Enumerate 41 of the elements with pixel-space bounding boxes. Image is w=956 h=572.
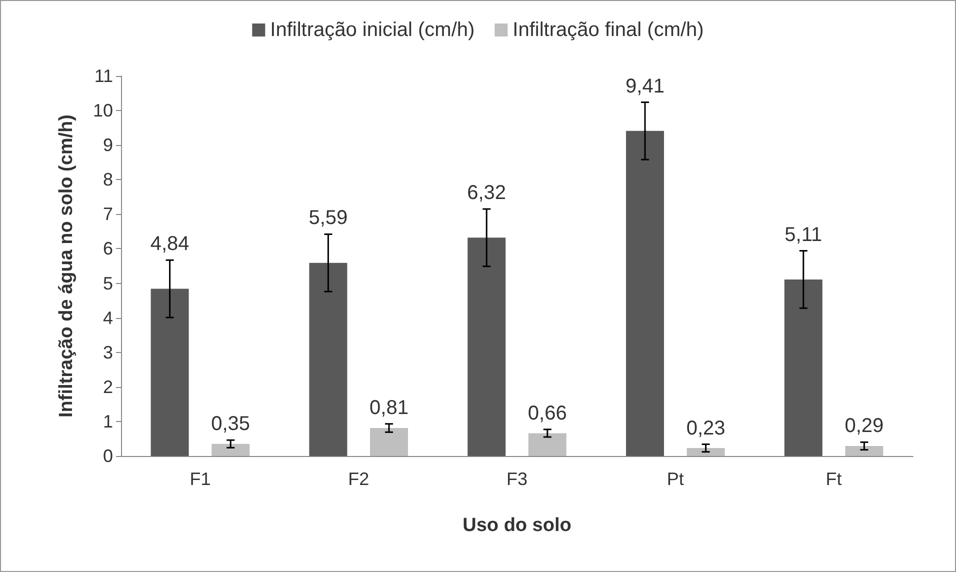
bar [686,448,725,456]
data-label: 4,84 [150,233,190,256]
data-label: 5,11 [784,224,822,246]
x-axis-title: Uso do solo [462,515,572,536]
bar [370,428,408,456]
x-tick-label: F2 [348,469,370,489]
data-label: 0,29 [844,415,884,438]
y-tick-label: 6 [102,238,113,259]
y-tick-label: 4 [102,308,113,328]
data-label: 0,66 [528,402,567,424]
data-label: 9,41 [626,75,664,98]
y-tick-label: 7 [102,204,113,224]
x-tick-label: F3 [506,469,528,489]
y-tick-label: 5 [102,273,113,294]
y-tick-label: 1 [102,411,113,432]
data-label: 6,32 [467,182,506,204]
y-tick-label: 11 [94,66,113,86]
x-tick-label: F1 [190,469,211,489]
y-tick-label: 3 [102,342,113,362]
legend-label: Infiltração final (cm/h) [512,19,704,41]
bar [528,433,566,456]
data-label: 0,35 [211,413,250,436]
bar [845,446,884,456]
bar [150,288,189,456]
legend-label: Infiltração inicial (cm/h) [270,19,475,41]
y-axis-title: Infiltração de água no solo (cm/h) [56,114,77,418]
bar [309,262,348,456]
x-tick-label: Ft [826,469,842,489]
data-label: 0,23 [686,417,726,440]
bar [784,279,822,456]
y-tick-label: 2 [102,376,113,397]
y-tick-label: 9 [102,135,113,156]
y-tick-label: 8 [102,170,113,190]
y-tick-label: 10 [92,100,113,121]
y-tick-label: 0 [102,446,113,466]
bar [468,238,506,456]
data-label: 5,59 [308,207,348,230]
x-tick-label: Pt [666,469,684,489]
bar [212,444,250,456]
bar [626,130,664,456]
data-label: 0,81 [370,396,408,419]
